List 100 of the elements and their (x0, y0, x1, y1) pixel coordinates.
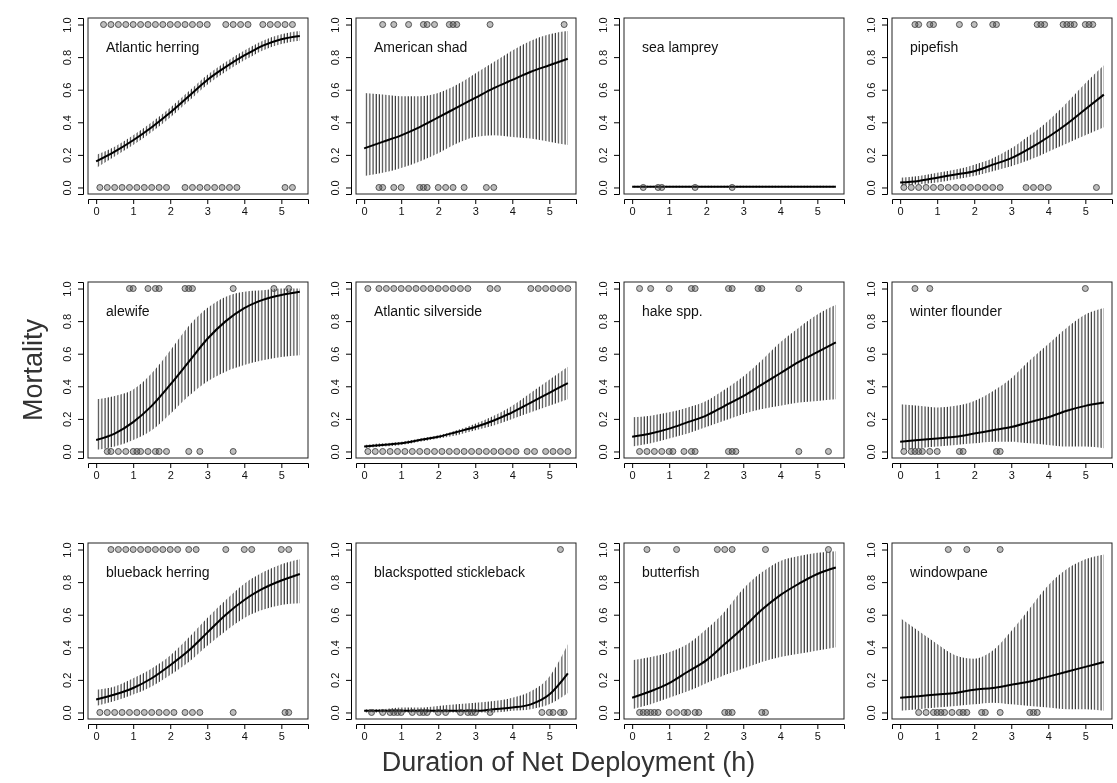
y-tick-label: 0.2 (864, 411, 877, 428)
x-tick-label: 1 (666, 204, 673, 217)
y-tick-label: 0.0 (864, 705, 877, 721)
y-tick-label: 0.2 (596, 411, 609, 428)
y-tick-label: 0.8 (60, 49, 73, 66)
y-tick-label: 0.4 (328, 115, 341, 131)
x-tick-label: 5 (278, 468, 285, 481)
x-tick-label: 5 (546, 468, 553, 481)
y-tick-label: 0.4 (596, 379, 609, 395)
y-tick-label: 0.0 (596, 705, 609, 721)
x-tick-label: 2 (167, 204, 174, 217)
y-tick-label: 0.6 (596, 346, 609, 362)
text: blackspotted stickleback (374, 564, 526, 580)
y-tick-label: 0.8 (596, 574, 609, 591)
y-tick-label: 1.0 (596, 17, 609, 33)
x-tick-label: 5 (546, 204, 553, 217)
x-tick-label: 3 (740, 468, 747, 481)
x-tick-label: 0 (361, 204, 368, 217)
x-tick-label: 4 (1045, 729, 1052, 742)
y-tick-label: 0.8 (328, 574, 341, 591)
y-tick-label: 0.4 (596, 640, 609, 656)
x-tick-label: 3 (1008, 468, 1015, 481)
y-tick-label: 0.6 (328, 82, 341, 98)
x-tick-label: 0 (629, 729, 636, 742)
y-tick-label: 0.0 (596, 180, 609, 196)
text: Atlantic herring (106, 39, 200, 55)
x-tick-label: 4 (241, 204, 248, 217)
x-tick-label: 1 (130, 204, 137, 217)
text: hake spp. (642, 303, 703, 319)
x-tick-label: 3 (472, 204, 479, 217)
y-tick-label: 1.0 (328, 542, 341, 558)
x-tick-label: 0 (897, 204, 904, 217)
x-tick-label: 2 (435, 729, 442, 742)
x-tick-label: 2 (971, 204, 978, 217)
y-tick-label: 0.8 (596, 49, 609, 66)
y-tick-label: 0.4 (864, 640, 877, 656)
x-tick-label: 5 (1082, 204, 1089, 217)
y-tick-label: 1.0 (596, 281, 609, 297)
y-tick-label: 0.2 (596, 147, 609, 164)
x-tick-label: 3 (1008, 204, 1015, 217)
y-tick-label: 0.2 (864, 672, 877, 689)
y-tick-label: 0.6 (596, 607, 609, 623)
y-tick-label: 0.6 (328, 607, 341, 623)
y-tick-label: 1.0 (60, 17, 73, 33)
y-tick-label: 0.4 (328, 379, 341, 395)
x-tick-label: 2 (167, 729, 174, 742)
x-tick-label: 0 (629, 468, 636, 481)
text: windowpane (909, 564, 989, 580)
y-tick-label: 0.6 (864, 607, 877, 623)
text: blueback herring (106, 564, 210, 580)
y-tick-label: 0.0 (864, 444, 877, 460)
y-tick-label: 1.0 (60, 542, 73, 558)
text: winter flounder (909, 303, 1003, 319)
y-tick-label: 0.2 (864, 147, 877, 164)
x-tick-label: 0 (361, 729, 368, 742)
x-tick-label: 0 (361, 468, 368, 481)
y-tick-label: 0.0 (328, 705, 341, 721)
x-tick-label: 5 (814, 468, 821, 481)
y-tick-label: 0.2 (596, 672, 609, 689)
x-tick-label: 0 (93, 468, 100, 481)
x-tick-label: 2 (435, 468, 442, 481)
x-tick-label: 4 (1045, 204, 1052, 217)
y-tick-label: 0.8 (864, 49, 877, 66)
x-tick-label: 4 (1045, 468, 1052, 481)
x-tick-label: 1 (666, 468, 673, 481)
y-tick-label: 0.6 (60, 82, 73, 98)
x-tick-label: 1 (934, 729, 941, 742)
x-tick-label: 4 (777, 468, 784, 481)
y-tick-label: 0.6 (60, 607, 73, 623)
x-tick-label: 0 (93, 729, 100, 742)
y-tick-label: 0.0 (60, 180, 73, 196)
text: Atlantic silverside (374, 303, 483, 319)
x-tick-label: 2 (703, 204, 710, 217)
y-axis-title: Mortality (18, 318, 48, 422)
y-tick-label: 0.0 (60, 444, 73, 460)
text: American shad (374, 39, 468, 55)
y-tick-label: 0.8 (60, 313, 73, 330)
text: sea lamprey (642, 39, 719, 55)
y-tick-label: 0.2 (328, 411, 341, 428)
x-tick-label: 1 (130, 468, 137, 481)
y-tick-label: 0.0 (328, 180, 341, 196)
x-tick-label: 5 (1082, 468, 1089, 481)
x-axis-title: Duration of Net Deployment (h) (381, 747, 756, 777)
x-tick-label: 1 (130, 729, 137, 742)
x-tick-label: 1 (398, 468, 405, 481)
text: alewife (106, 303, 150, 319)
y-tick-label: 1.0 (60, 281, 73, 297)
x-tick-label: 0 (93, 204, 100, 217)
y-tick-label: 0.6 (328, 346, 341, 362)
y-tick-label: 0.0 (328, 444, 341, 460)
y-tick-label: 0.8 (328, 313, 341, 330)
y-tick-label: 1.0 (864, 281, 877, 297)
y-tick-label: 0.2 (328, 147, 341, 164)
x-tick-label: 1 (398, 204, 405, 217)
y-tick-label: 0.4 (60, 379, 73, 395)
y-tick-label: 1.0 (864, 542, 877, 558)
x-tick-label: 4 (509, 204, 516, 217)
x-tick-label: 0 (629, 204, 636, 217)
y-tick-label: 1.0 (864, 17, 877, 33)
x-tick-label: 3 (740, 729, 747, 742)
